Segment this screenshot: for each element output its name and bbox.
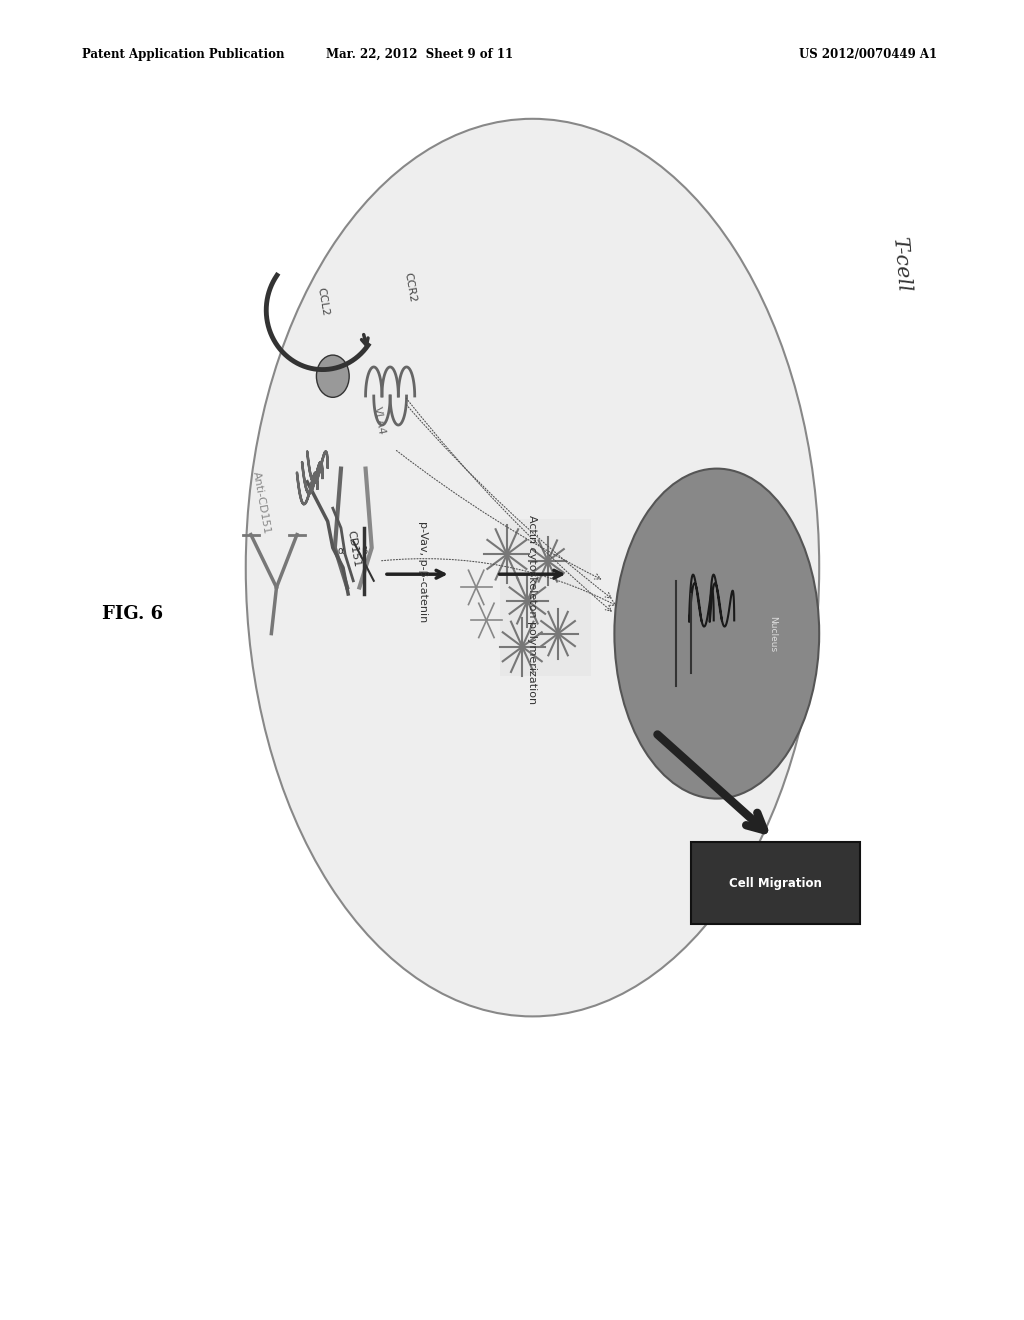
Ellipse shape <box>246 119 819 1016</box>
FancyBboxPatch shape <box>691 842 860 924</box>
Text: FIG. 6: FIG. 6 <box>102 605 164 623</box>
Text: CCL2: CCL2 <box>315 286 330 317</box>
Text: Anti-CD151: Anti-CD151 <box>251 470 271 535</box>
Text: VLA4: VLA4 <box>372 405 386 436</box>
Text: T-cell: T-cell <box>889 235 913 293</box>
Text: p-Vav, p-β-catenin: p-Vav, p-β-catenin <box>418 521 428 623</box>
Text: Actin cytoskeleton polymerization: Actin cytoskeleton polymerization <box>527 515 538 704</box>
Text: β: β <box>361 546 368 557</box>
Ellipse shape <box>614 469 819 799</box>
Text: CCR2: CCR2 <box>402 272 417 304</box>
Text: Cell Migration: Cell Migration <box>729 876 821 890</box>
Text: α: α <box>338 546 344 557</box>
Text: Patent Application Publication: Patent Application Publication <box>82 48 285 61</box>
FancyBboxPatch shape <box>500 519 591 676</box>
Text: Nucleus: Nucleus <box>769 615 777 652</box>
Text: US 2012/0070449 A1: US 2012/0070449 A1 <box>799 48 937 61</box>
Circle shape <box>316 355 349 397</box>
Text: Mar. 22, 2012  Sheet 9 of 11: Mar. 22, 2012 Sheet 9 of 11 <box>327 48 513 61</box>
Text: CD151: CD151 <box>345 529 361 568</box>
